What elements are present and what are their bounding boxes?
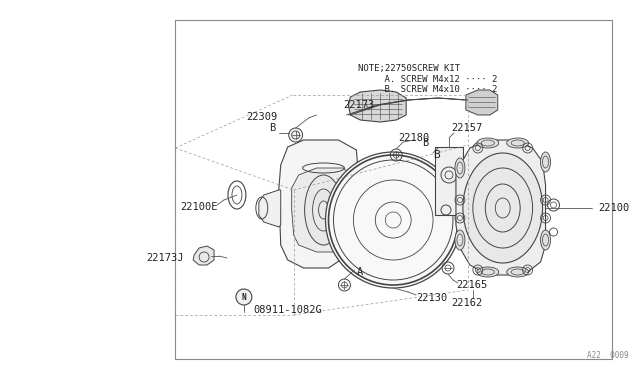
- Ellipse shape: [305, 175, 342, 245]
- Ellipse shape: [463, 153, 543, 263]
- Polygon shape: [466, 90, 498, 115]
- Text: N: N: [241, 292, 246, 301]
- Polygon shape: [435, 147, 463, 215]
- Text: A22  0009: A22 0009: [588, 352, 629, 360]
- Circle shape: [236, 289, 252, 305]
- Text: 22165: 22165: [456, 280, 487, 290]
- Text: B: B: [433, 150, 440, 160]
- Circle shape: [326, 152, 461, 288]
- Text: 22162: 22162: [451, 298, 482, 308]
- Text: 22100E: 22100E: [180, 202, 218, 212]
- Polygon shape: [193, 246, 214, 265]
- Text: 08911-1082G: 08911-1082G: [254, 305, 323, 315]
- Text: NOTE;22750SCREW KIT: NOTE;22750SCREW KIT: [358, 64, 461, 73]
- Ellipse shape: [507, 138, 529, 148]
- Text: 22100: 22100: [598, 203, 630, 213]
- Ellipse shape: [455, 158, 465, 178]
- Ellipse shape: [455, 230, 465, 250]
- Text: 22173: 22173: [344, 100, 374, 110]
- Text: B. SCREW M4x10 ···· 2: B. SCREW M4x10 ···· 2: [364, 84, 498, 93]
- Ellipse shape: [541, 230, 550, 250]
- Text: A: A: [356, 267, 363, 277]
- Ellipse shape: [477, 138, 499, 148]
- Text: 22157: 22157: [451, 123, 482, 133]
- Ellipse shape: [541, 152, 550, 172]
- Text: B: B: [422, 138, 428, 148]
- Text: 22309: 22309: [246, 112, 277, 122]
- Polygon shape: [259, 190, 281, 227]
- Circle shape: [289, 128, 303, 142]
- Polygon shape: [456, 140, 545, 275]
- Text: 22180: 22180: [398, 133, 429, 143]
- Ellipse shape: [507, 267, 529, 277]
- Polygon shape: [279, 140, 358, 268]
- Bar: [175, 20, 612, 359]
- Text: B: B: [269, 123, 275, 133]
- Text: 22173J: 22173J: [147, 253, 184, 263]
- Polygon shape: [292, 168, 353, 252]
- Text: 22130: 22130: [416, 293, 447, 303]
- Text: A. SCREW M4x12 ···· 2: A. SCREW M4x12 ···· 2: [364, 74, 498, 83]
- Ellipse shape: [477, 267, 499, 277]
- Polygon shape: [348, 90, 406, 122]
